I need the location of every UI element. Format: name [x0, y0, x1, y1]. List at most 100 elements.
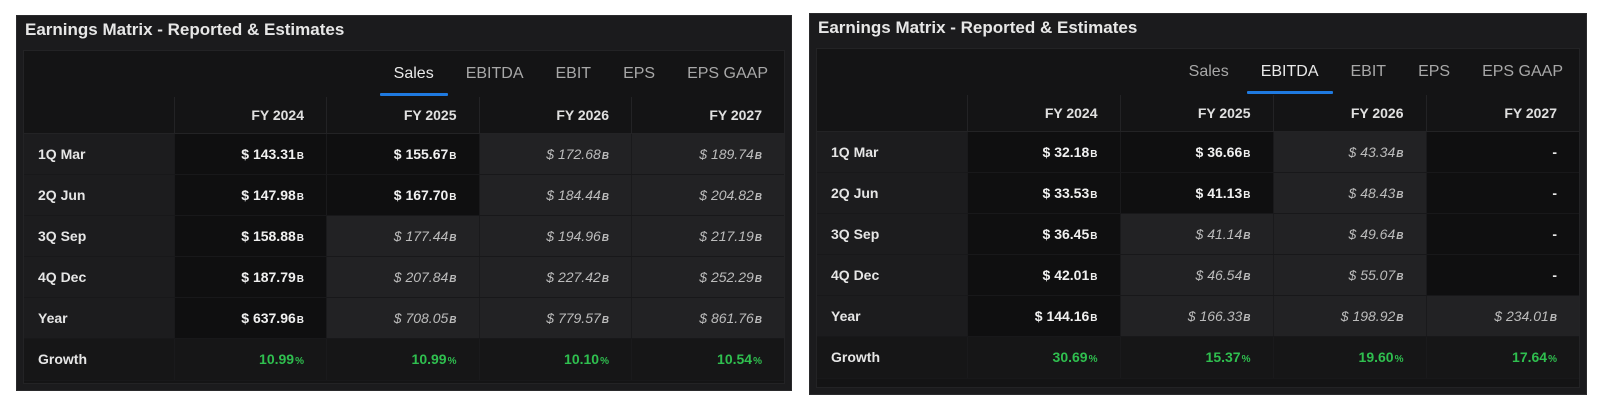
tab-eps-gaap[interactable]: EPS GAAP [1482, 63, 1563, 80]
cell-unit: B [1396, 148, 1404, 160]
tab-sales[interactable]: Sales [378, 51, 450, 97]
cell-unit: % [1088, 354, 1098, 365]
cell-unit: B [754, 150, 762, 162]
cell-value: $ 217.19 [699, 227, 754, 244]
cell-unit: B [601, 273, 609, 285]
empty-cell: - [1425, 172, 1579, 214]
cell-unit: B [601, 191, 609, 203]
table-row: Year $ 637.96B $ 708.05B $ 779.57B $ 861.76B [24, 297, 784, 339]
cell-unit: B [1396, 271, 1404, 283]
row-label: Year [24, 297, 174, 339]
cell-value: 10.10 [564, 351, 600, 367]
row-label: 4Q Dec [24, 256, 174, 298]
cell-unit: B [754, 273, 762, 285]
table-row: Year $ 144.16B $ 166.33B $ 198.92B $ 234.01B [817, 295, 1579, 337]
cell-unit: % [1394, 354, 1404, 365]
empty-cell: - [1425, 131, 1579, 173]
growth-cell: 15.37% [1119, 336, 1273, 379]
cell-value: 17.64 [1512, 349, 1548, 365]
reported-cell: $ 158.88B [173, 215, 327, 257]
cell-value: $ 207.84 [393, 268, 449, 285]
cell-unit: B [1396, 189, 1404, 201]
estimate-cell: $ 217.19B [631, 215, 784, 257]
table-row: 4Q Dec $ 42.01B $ 46.54B $ 55.07B - [817, 254, 1579, 296]
cell-value: $ 147.98 [241, 186, 296, 203]
cell-value: 10.99 [259, 351, 295, 367]
cell-unit: B [449, 150, 457, 162]
column-header: FY 2027 [1425, 95, 1579, 132]
cell-value: $ 33.53 [1042, 184, 1090, 201]
reported-cell: $ 155.67B [326, 133, 479, 175]
row-label: 1Q Mar [24, 133, 174, 175]
metric-tabs: Sales EBITDA EBIT EPS EPS GAAP [1173, 49, 1579, 95]
cell-value: $ 32.18 [1042, 143, 1090, 160]
reported-cell: $ 187.79B [173, 256, 327, 298]
tab-eps-gaap[interactable]: EPS GAAP [687, 65, 768, 82]
tab-eps[interactable]: EPS [1418, 63, 1451, 80]
estimate-cell: $ 207.84B [326, 256, 479, 298]
cell-value: $ 861.76 [699, 309, 754, 326]
table-header-row: FY 2024 FY 2025 FY 2026 FY 2027 [817, 95, 1579, 132]
growth-cell: 10.99% [326, 338, 479, 381]
reported-cell: $ 637.96B [173, 297, 327, 339]
cell-unit: B [449, 273, 457, 285]
cell-value: - [1552, 225, 1557, 242]
metric-tabs: Sales EBITDA EBIT EPS EPS GAAP [378, 51, 784, 97]
reported-cell: $ 143.31B [173, 133, 327, 175]
estimate-cell: $ 198.92B [1272, 295, 1426, 337]
cell-value: $ 46.54 [1195, 266, 1243, 283]
cell-unit: B [1243, 271, 1251, 283]
row-label-header [24, 97, 174, 134]
empty-cell: - [1425, 213, 1579, 255]
tab-sales[interactable]: Sales [1188, 63, 1229, 80]
column-header: FY 2027 [631, 97, 784, 134]
growth-cell: 19.60% [1272, 336, 1426, 379]
matrix-container: Sales EBITDA EBIT EPS EPS GAAP FY 2024 F… [23, 50, 785, 384]
cell-value: $ 42.01 [1042, 266, 1090, 283]
reported-cell: $ 36.66B [1119, 131, 1273, 173]
growth-cell: 10.10% [478, 338, 632, 381]
column-header: FY 2026 [478, 97, 632, 134]
cell-value: $ 143.31 [241, 145, 296, 162]
cell-value: $ 155.67 [393, 145, 449, 162]
cell-unit: % [1548, 354, 1557, 365]
cell-value: $ 637.96 [241, 309, 296, 326]
growth-cell: 17.64% [1425, 336, 1579, 379]
cell-unit: B [1090, 230, 1098, 242]
cell-unit: B [1243, 148, 1251, 160]
tab-ebitda[interactable]: EBITDA [1245, 49, 1335, 95]
cell-value: $ 198.92 [1340, 307, 1396, 324]
column-header: FY 2025 [1119, 95, 1273, 132]
tab-ebit[interactable]: EBIT [1350, 63, 1387, 80]
tab-ebit[interactable]: EBIT [555, 65, 592, 82]
cell-value: 10.99 [411, 351, 447, 367]
cell-unit: B [1090, 189, 1098, 201]
estimate-cell: $ 189.74B [631, 133, 784, 175]
cell-value: $ 158.88 [241, 227, 296, 244]
estimate-cell: $ 177.44B [326, 215, 479, 257]
cell-value: $ 43.34 [1348, 143, 1396, 160]
cell-value: $ 36.45 [1042, 225, 1090, 242]
cell-value: 19.60 [1358, 349, 1394, 365]
cell-value: 10.54 [717, 351, 753, 367]
column-header: FY 2024 [966, 95, 1120, 132]
panel-title: Earnings Matrix - Reported & Estimates [25, 20, 345, 39]
earnings-matrix-panel-sales: Earnings Matrix - Reported & Estimates S… [16, 15, 792, 391]
table-row: 2Q Jun $ 33.53B $ 41.13B $ 48.43B - [817, 172, 1579, 214]
estimate-cell: $ 49.64B [1272, 213, 1426, 255]
column-header: FY 2026 [1272, 95, 1426, 132]
cell-value: $ 779.57 [546, 309, 601, 326]
tab-eps[interactable]: EPS [623, 65, 656, 82]
estimate-cell: $ 194.96B [478, 215, 632, 257]
reported-cell: $ 147.98B [173, 174, 327, 216]
row-label: Growth [817, 336, 967, 379]
reported-cell: $ 167.70B [326, 174, 479, 216]
table-row: 3Q Sep $ 158.88B $ 177.44B $ 194.96B $ 217.1… [24, 215, 784, 257]
cell-value: - [1552, 143, 1557, 160]
cell-value: - [1552, 266, 1557, 283]
empty-cell: - [1425, 254, 1579, 296]
tab-ebitda[interactable]: EBITDA [465, 65, 524, 82]
cell-value: $ 55.07 [1348, 266, 1396, 283]
cell-value: $ 41.13 [1195, 184, 1243, 201]
cell-unit: B [601, 232, 609, 244]
